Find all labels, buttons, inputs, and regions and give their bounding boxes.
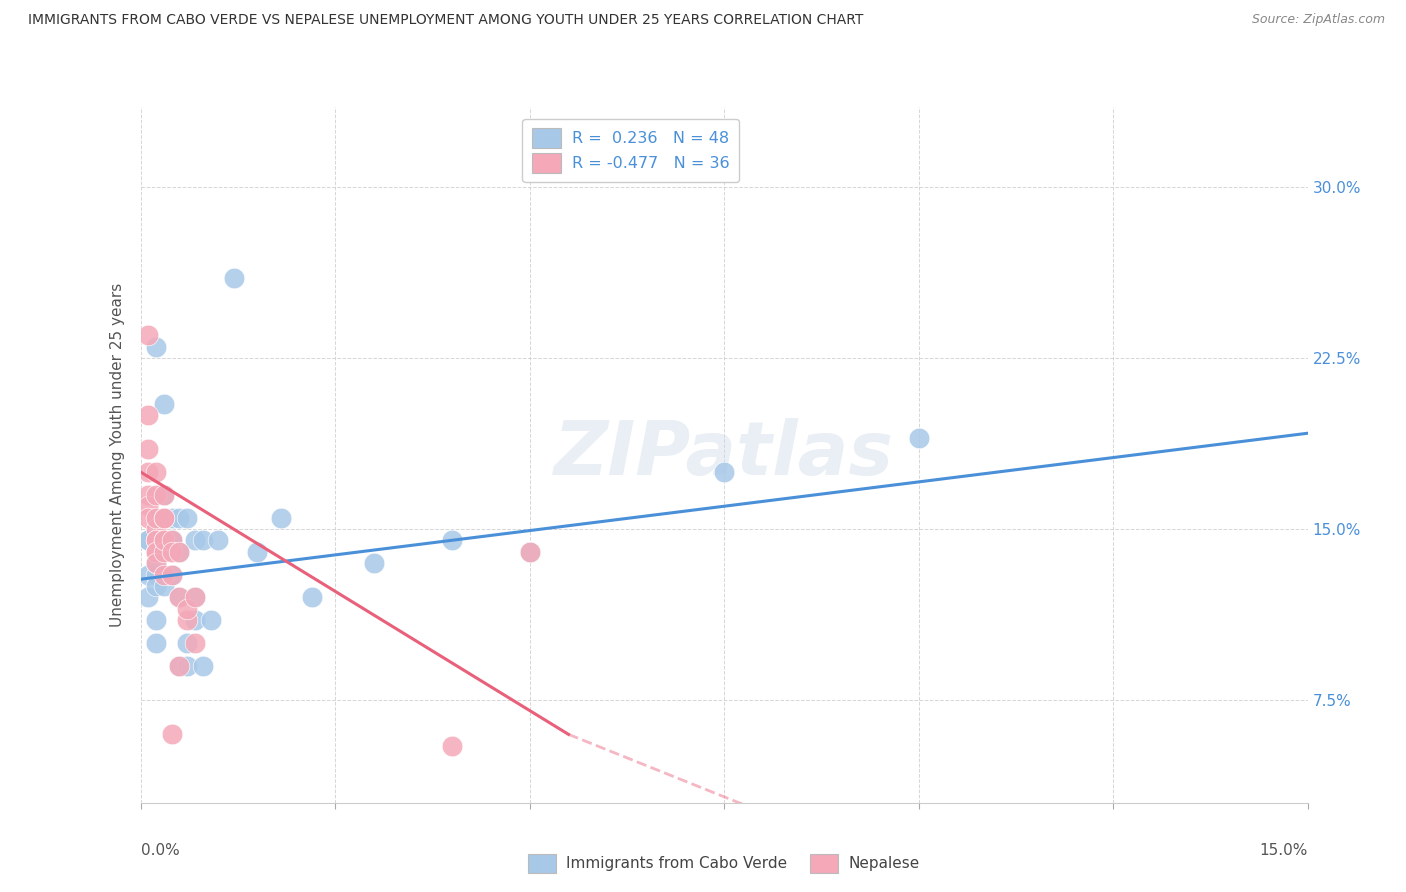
Point: [160, 567, 183, 582]
Point: [145, 488, 167, 502]
Point: [153, 533, 176, 548]
Point: [184, 613, 207, 627]
Point: [270, 510, 292, 524]
Point: [184, 591, 207, 605]
Point: [160, 545, 183, 559]
Point: [145, 545, 167, 559]
Point: [160, 510, 183, 524]
Point: [200, 613, 222, 627]
Point: [145, 510, 167, 524]
Point: [138, 488, 160, 502]
Point: [184, 533, 207, 548]
Point: [519, 545, 541, 559]
Point: [176, 510, 198, 524]
Point: [160, 533, 183, 548]
Point: [176, 613, 198, 627]
Point: [138, 500, 160, 514]
Text: Source: ZipAtlas.com: Source: ZipAtlas.com: [1251, 13, 1385, 27]
Text: ZIPatlas: ZIPatlas: [554, 418, 894, 491]
Point: [145, 636, 167, 650]
Point: [153, 510, 176, 524]
Point: [145, 510, 167, 524]
Point: [153, 533, 176, 548]
Point: [169, 591, 191, 605]
Point: [169, 545, 191, 559]
Point: [907, 431, 929, 445]
Point: [145, 533, 167, 548]
Point: [176, 602, 198, 616]
Point: [153, 488, 176, 502]
Point: [138, 465, 160, 479]
Point: [153, 545, 176, 559]
Point: [191, 533, 214, 548]
Point: [176, 659, 198, 673]
Point: [160, 567, 183, 582]
Point: [145, 567, 167, 582]
Point: [138, 533, 160, 548]
Point: [138, 533, 160, 548]
Point: [169, 545, 191, 559]
Point: [145, 556, 167, 570]
Point: [138, 442, 160, 457]
Point: [153, 579, 176, 593]
Y-axis label: Unemployment Among Youth under 25 years: Unemployment Among Youth under 25 years: [110, 283, 125, 627]
Point: [138, 408, 160, 422]
Point: [169, 659, 191, 673]
Point: [145, 545, 167, 559]
Point: [246, 545, 269, 559]
Point: [169, 591, 191, 605]
Point: [440, 533, 463, 548]
Point: [153, 533, 176, 548]
Point: [153, 510, 176, 524]
Point: [145, 340, 167, 354]
Point: [301, 591, 323, 605]
Text: 15.0%: 15.0%: [1260, 843, 1308, 858]
Point: [145, 465, 167, 479]
Point: [519, 545, 541, 559]
Text: 0.0%: 0.0%: [141, 843, 180, 858]
Point: [169, 659, 191, 673]
Point: [145, 579, 167, 593]
Point: [153, 396, 176, 410]
Point: [176, 636, 198, 650]
Legend: Immigrants from Cabo Verde, Nepalese: Immigrants from Cabo Verde, Nepalese: [522, 847, 927, 879]
Point: [153, 510, 176, 524]
Point: [713, 465, 735, 479]
Point: [138, 328, 160, 343]
Point: [145, 522, 167, 536]
Point: [153, 488, 176, 502]
Point: [160, 727, 183, 741]
Point: [222, 271, 245, 285]
Point: [138, 567, 160, 582]
Point: [145, 533, 167, 548]
Point: [153, 510, 176, 524]
Point: [440, 739, 463, 753]
Point: [153, 567, 176, 582]
Text: IMMIGRANTS FROM CABO VERDE VS NEPALESE UNEMPLOYMENT AMONG YOUTH UNDER 25 YEARS C: IMMIGRANTS FROM CABO VERDE VS NEPALESE U…: [28, 13, 863, 28]
Point: [184, 636, 207, 650]
Point: [145, 613, 167, 627]
Point: [160, 533, 183, 548]
Point: [160, 567, 183, 582]
Point: [153, 545, 176, 559]
Point: [138, 510, 160, 524]
Point: [207, 533, 229, 548]
Point: [138, 591, 160, 605]
Point: [169, 545, 191, 559]
Point: [145, 545, 167, 559]
Point: [363, 556, 385, 570]
Point: [145, 556, 167, 570]
Point: [191, 659, 214, 673]
Point: [169, 510, 191, 524]
Point: [160, 533, 183, 548]
Point: [184, 591, 207, 605]
